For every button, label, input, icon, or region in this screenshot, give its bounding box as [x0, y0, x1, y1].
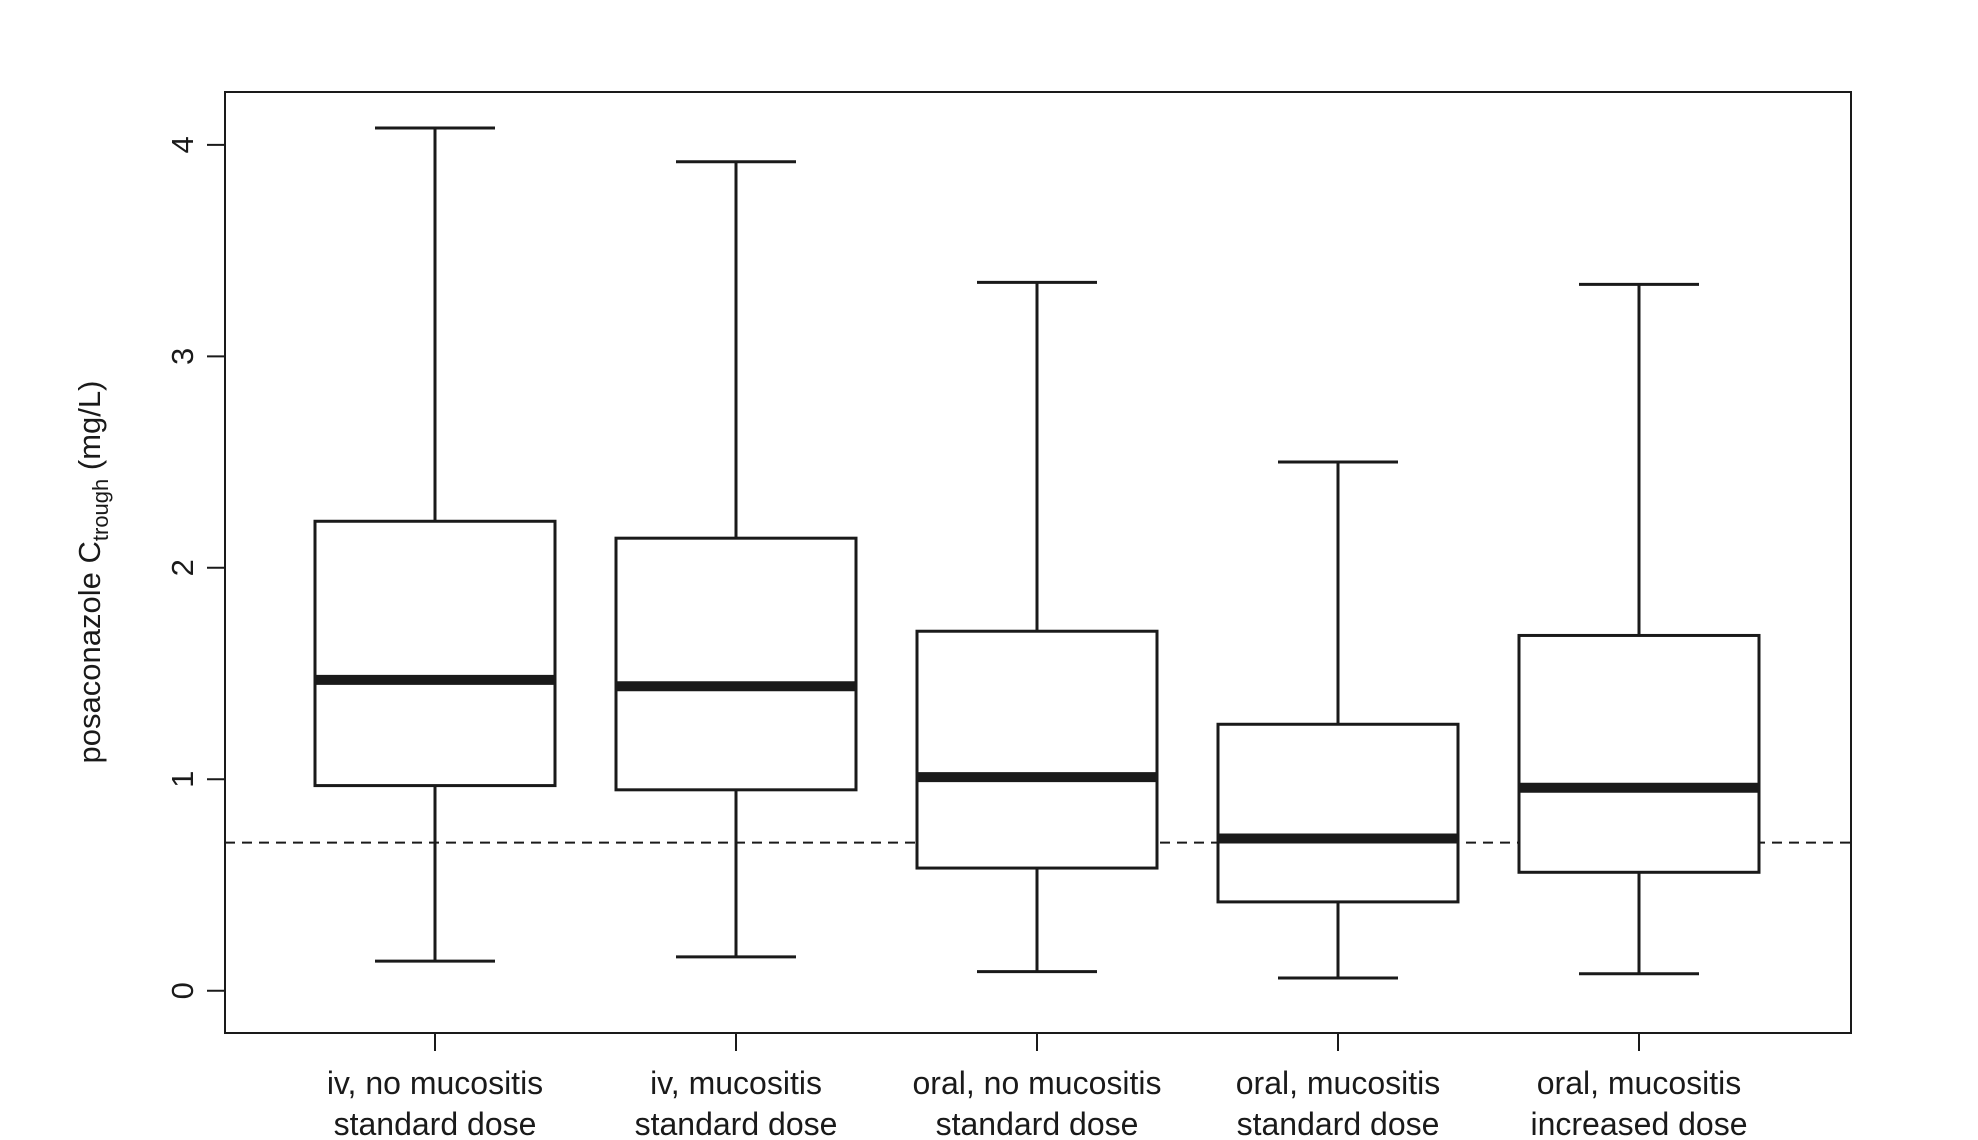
- x-category-label-line1: iv, mucositis: [650, 1065, 822, 1101]
- y-axis-title-prefix: posaconazole C: [72, 541, 107, 763]
- x-category-label-line2: standard dose: [334, 1106, 537, 1140]
- y-tick-label: 4: [165, 136, 200, 153]
- x-category-label-line2: standard dose: [635, 1106, 838, 1140]
- box-group: [614, 160, 858, 959]
- y-tick-label: 1: [165, 771, 200, 788]
- box-group: [1216, 460, 1460, 980]
- x-category-label-line2: standard dose: [936, 1106, 1139, 1140]
- y-tick-label: 0: [165, 982, 200, 999]
- y-axis-title: posaconazole Ctrough (mg/L): [72, 381, 113, 764]
- x-category-label-line1: oral, mucositis: [1537, 1065, 1742, 1101]
- y-axis-title-subscript: trough: [88, 479, 113, 541]
- y-tick-label: 2: [165, 559, 200, 576]
- x-category-label-line2: standard dose: [1237, 1106, 1440, 1140]
- x-category-label-line1: oral, mucositis: [1236, 1065, 1441, 1101]
- iqr-box: [915, 629, 1159, 870]
- iqr-box: [614, 536, 858, 792]
- y-axis: 0 1 2 3 4: [165, 136, 226, 999]
- x-category-label-line2: increased dose: [1530, 1106, 1747, 1140]
- iqr-box: [1517, 633, 1761, 874]
- box-group: [1517, 282, 1761, 976]
- iqr-box: [1216, 722, 1460, 904]
- y-tick-label: 3: [165, 348, 200, 365]
- iqr-box: [313, 519, 557, 788]
- x-category-label-line1: iv, no mucositis: [327, 1065, 543, 1101]
- box-group: [313, 126, 557, 963]
- y-axis-title-suffix: (mg/L): [72, 381, 107, 479]
- box-series: [313, 126, 1761, 980]
- box-group: [915, 280, 1159, 974]
- x-axis: iv, no mucositis standard dose iv, mucosit…: [327, 1032, 1748, 1140]
- x-category-label-line1: oral, no mucositis: [913, 1065, 1162, 1101]
